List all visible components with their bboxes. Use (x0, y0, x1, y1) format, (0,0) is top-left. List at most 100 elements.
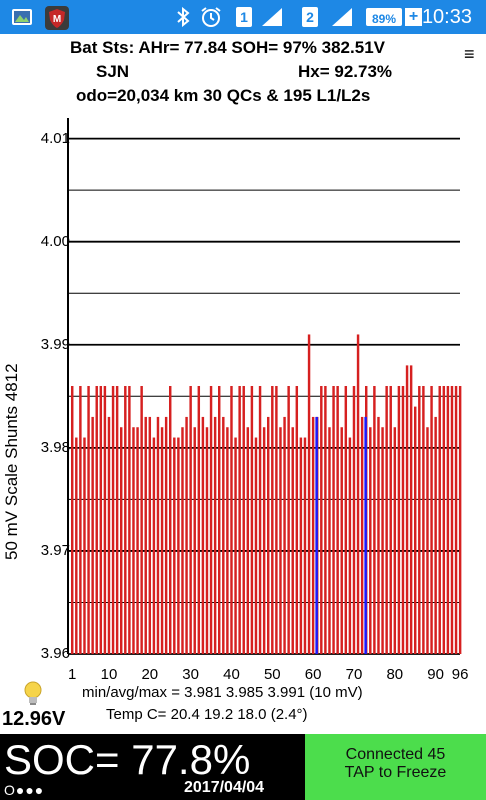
cell-bar (303, 437, 307, 654)
cell-bar (414, 406, 417, 654)
cell-bar (189, 386, 192, 654)
cell-bar (299, 437, 303, 654)
cell-bar (418, 386, 421, 654)
cell-bar (124, 386, 127, 654)
cell-bar (173, 437, 176, 654)
cell-bar (389, 386, 392, 654)
y-tick-label: 4.01 (40, 129, 70, 147)
cell-bar (409, 365, 413, 654)
odometer-line: odo=20,034 km 30 QCs & 195 L1/L2s (76, 86, 371, 105)
x-tick-label: 40 (223, 666, 240, 683)
signal-icon (262, 8, 282, 26)
cell-bar (328, 427, 331, 654)
cell-bar (397, 386, 401, 654)
cell-bar (307, 334, 311, 654)
connect-freeze-button[interactable]: Connected 45 TAP to Freeze (305, 734, 486, 800)
cell-bar (193, 427, 196, 654)
x-tick-label: 90 (427, 666, 444, 683)
cell-bar (295, 386, 299, 654)
hx-value: Hx= 92.73% (298, 62, 393, 81)
cell-bar (140, 386, 143, 654)
cell-bar (222, 416, 225, 654)
temperature-stats: Temp C= 20.4 19.2 18.0 (2.4°) (106, 706, 308, 723)
cell-bar (144, 416, 147, 654)
cell-bar (107, 416, 111, 654)
cell-bar (369, 427, 372, 654)
soc-bar: SOC= 77.8% O●●● 2017/04/04 (0, 734, 305, 800)
x-tick-label: 96 (451, 666, 469, 683)
cell-bar (197, 386, 201, 654)
cell-bar (287, 386, 290, 654)
cell-bar (213, 416, 217, 654)
cell-bar (246, 427, 250, 654)
alarm-icon (201, 7, 221, 27)
cell-bar (83, 437, 86, 654)
cell-bar (385, 386, 388, 654)
cell-bar (111, 386, 115, 654)
cell-bar (291, 427, 294, 654)
cell-bar (381, 427, 384, 654)
cell-bar (356, 334, 360, 654)
cell-bar (169, 386, 172, 654)
cell-bar (164, 416, 168, 654)
aux-battery-voltage: 12.96V (2, 708, 66, 730)
cell-bar (160, 427, 164, 654)
cell-bar (430, 386, 433, 654)
cell-bar (71, 386, 74, 654)
cell-bar (95, 386, 98, 654)
x-tick-label: 10 (100, 666, 118, 683)
sim1-icon: 1 (236, 7, 252, 27)
cell-bar (377, 416, 380, 654)
highlight-cell-bar (364, 416, 367, 654)
date-label: 2017/04/04 (184, 779, 265, 796)
cell-bar (422, 386, 425, 654)
signal-icon (332, 8, 352, 26)
cell-bar (148, 416, 152, 654)
cell-bar (458, 386, 462, 654)
highlight-cell-bar (315, 416, 318, 654)
cell-bar (185, 416, 188, 654)
car-id: SJN (96, 62, 130, 81)
sim2-icon: 2 (302, 7, 318, 27)
x-tick-label: 50 (263, 666, 281, 683)
cell-bar (87, 386, 90, 654)
battery-status-line: Bat Sts: AHr= 77.84 SOH= 97% 382.51V (70, 38, 385, 57)
cell-voltage-chart[interactable] (0, 0, 486, 700)
status-bar: M 1 2 89% + 10:33 (0, 0, 486, 34)
charging-icon: + (405, 8, 422, 26)
cell-bar (311, 416, 315, 654)
bluetooth-icon (177, 7, 190, 27)
lightbulb-icon[interactable] (22, 680, 44, 708)
page-indicator-dots: O●●● (4, 782, 45, 798)
x-tick-label: 60 (304, 666, 322, 683)
cell-bar (442, 386, 446, 654)
cell-bar (103, 386, 107, 654)
y-tick-label: 4.00 (40, 232, 70, 250)
cell-bar (132, 427, 135, 654)
svg-text:M: M (53, 14, 61, 25)
cell-bar (91, 416, 94, 654)
gallery-icon (12, 9, 32, 25)
cell-bar (373, 386, 376, 654)
y-tick-label: 3.99 (40, 335, 70, 353)
cell-bar (262, 427, 266, 654)
x-tick-label: 20 (141, 666, 159, 683)
cell-bar (99, 386, 103, 654)
x-tick-label: 30 (182, 666, 199, 683)
x-tick-label: 80 (386, 666, 404, 683)
cell-bar (393, 427, 397, 654)
y-tick-label: 3.97 (40, 541, 70, 559)
x-tick-label: 70 (345, 666, 363, 683)
cell-bar (177, 437, 180, 654)
cell-bar (209, 386, 213, 654)
menu-icon[interactable]: ≡ (464, 44, 475, 64)
cell-bar (218, 386, 221, 654)
cell-bar (279, 427, 282, 654)
cell-bar (181, 427, 184, 654)
cell-bar (230, 386, 233, 654)
cell-bar (79, 386, 82, 654)
cell-bar (348, 437, 352, 654)
cell-bar (152, 437, 156, 654)
cell-bar (136, 427, 139, 654)
cell-bar (426, 427, 429, 654)
